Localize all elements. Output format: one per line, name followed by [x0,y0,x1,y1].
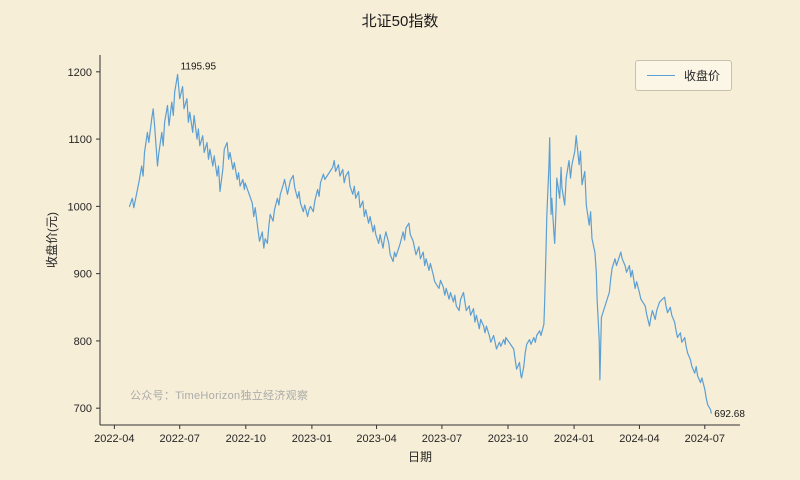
x-tick-label: 2023-10 [488,433,528,445]
y-tick-label: 700 [74,403,92,415]
y-tick-label: 900 [74,269,92,281]
x-tick-label: 2023-01 [292,433,332,445]
y-tick-label: 800 [74,336,92,348]
x-tick-label: 2023-07 [422,433,462,445]
annotation-0: 1195.95 [181,62,217,73]
annotation-1: 692.68 [714,409,745,420]
x-axis-label: 日期 [407,450,432,464]
x-tick-label: 2024-04 [619,433,659,445]
x-tick-label: 2022-07 [160,433,200,445]
y-axis-label: 收盘价(元) [45,212,59,268]
x-tick-label: 2024-07 [685,433,725,445]
legend-label: 收盘价 [683,69,720,83]
y-tick-label: 1000 [68,201,92,213]
watermark: 公众号：TimeHorizon独立经济观察 [130,390,309,402]
chart-title: 北证50指数 [361,13,439,30]
x-tick-label: 2024-01 [554,433,594,445]
x-tick-label: 2023-04 [356,433,396,445]
y-tick-label: 1200 [68,67,92,79]
y-tick-label: 1100 [68,134,92,146]
x-tick-label: 2022-04 [94,433,134,445]
x-tick-label: 2022-10 [226,433,266,445]
close-price-line [128,73,712,414]
legend-line-sample-icon [646,75,675,76]
legend: 收盘价 [634,60,732,91]
